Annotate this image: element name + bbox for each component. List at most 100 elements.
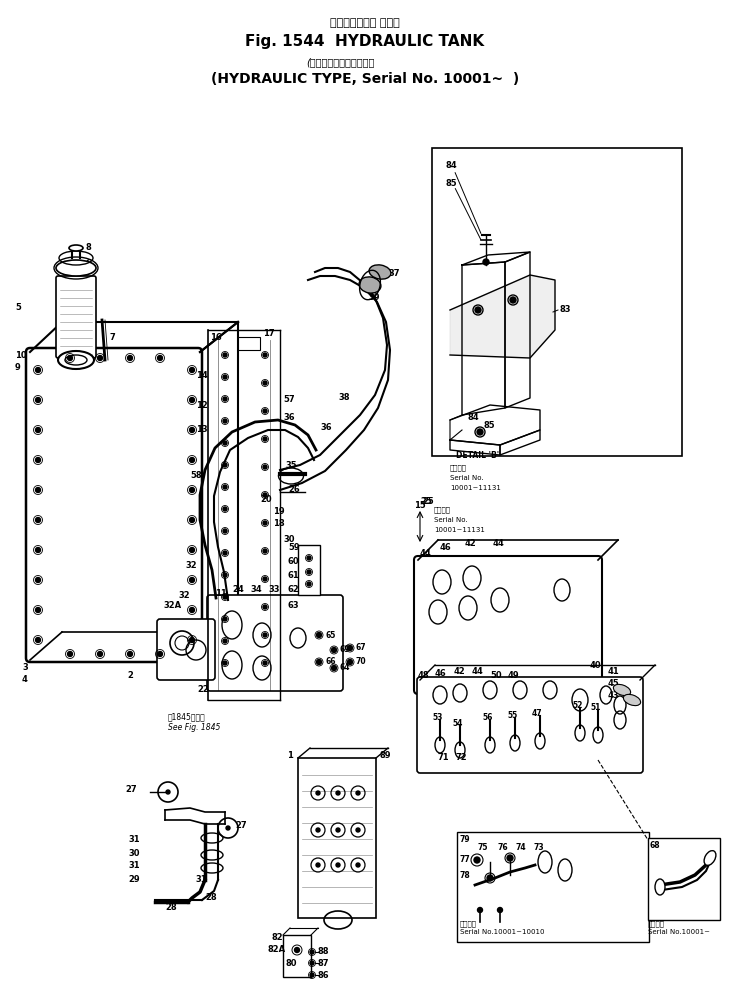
Text: 41: 41 (608, 668, 620, 676)
Text: 39: 39 (368, 294, 380, 302)
Circle shape (474, 857, 480, 863)
FancyBboxPatch shape (56, 276, 96, 358)
Text: 32: 32 (185, 560, 196, 570)
Circle shape (36, 428, 40, 432)
Circle shape (307, 556, 311, 560)
Text: 29: 29 (128, 874, 139, 884)
Text: 46: 46 (440, 542, 452, 552)
Circle shape (263, 409, 267, 413)
Text: 68: 68 (650, 842, 661, 850)
Circle shape (223, 551, 227, 555)
Circle shape (226, 826, 230, 830)
Text: 85: 85 (445, 178, 457, 188)
Circle shape (98, 652, 102, 656)
Circle shape (263, 549, 267, 553)
Ellipse shape (58, 351, 94, 369)
Ellipse shape (369, 265, 391, 279)
Text: 32: 32 (178, 591, 190, 600)
Text: 5: 5 (15, 304, 21, 312)
Text: 19: 19 (273, 508, 285, 516)
Text: 88: 88 (318, 948, 329, 956)
Text: 6: 6 (85, 258, 91, 267)
FancyBboxPatch shape (207, 595, 343, 691)
Circle shape (223, 419, 227, 423)
Text: 適用番号: 適用番号 (434, 507, 451, 513)
Text: 34: 34 (250, 585, 261, 594)
Circle shape (190, 397, 194, 402)
Text: 10001~11131: 10001~11131 (450, 485, 501, 491)
Circle shape (356, 863, 360, 867)
Text: 64: 64 (340, 664, 350, 672)
Text: 35: 35 (285, 460, 296, 470)
Circle shape (483, 259, 489, 265)
Text: 72: 72 (455, 752, 466, 762)
Text: 87: 87 (318, 958, 329, 968)
Text: 43: 43 (608, 692, 620, 700)
Text: 25: 25 (422, 497, 434, 506)
Circle shape (331, 648, 337, 652)
Circle shape (36, 488, 40, 492)
Circle shape (67, 356, 72, 360)
Ellipse shape (655, 879, 665, 895)
Circle shape (263, 577, 267, 581)
Circle shape (166, 790, 170, 794)
Circle shape (336, 863, 340, 867)
Circle shape (356, 791, 360, 795)
Text: 28: 28 (205, 894, 217, 902)
Text: 79: 79 (460, 836, 471, 844)
Text: 71: 71 (438, 752, 450, 762)
Text: 22: 22 (197, 686, 209, 694)
Ellipse shape (623, 694, 641, 706)
Text: 38: 38 (338, 393, 350, 402)
Circle shape (487, 875, 493, 881)
Circle shape (36, 458, 40, 462)
Bar (457, 832, 649, 942)
Text: 42: 42 (465, 540, 477, 548)
Circle shape (263, 521, 267, 525)
Circle shape (36, 638, 40, 643)
Circle shape (36, 607, 40, 612)
Text: Fig. 1544  HYDRAULIC TANK: Fig. 1544 HYDRAULIC TANK (245, 34, 485, 49)
Text: 26: 26 (288, 486, 300, 494)
Circle shape (263, 437, 267, 441)
Circle shape (190, 428, 194, 432)
Text: 36: 36 (283, 414, 295, 422)
Circle shape (310, 973, 314, 977)
Text: 図1845図参照: 図1845図参照 (168, 712, 206, 722)
Text: 10001~11131: 10001~11131 (434, 527, 485, 533)
FancyBboxPatch shape (157, 619, 215, 680)
Circle shape (336, 828, 340, 832)
Text: 31: 31 (128, 836, 139, 844)
Circle shape (98, 356, 102, 360)
Text: 47: 47 (532, 710, 542, 718)
Circle shape (263, 381, 267, 385)
Circle shape (307, 582, 311, 586)
Ellipse shape (56, 260, 96, 276)
Text: 60: 60 (288, 558, 299, 566)
Circle shape (36, 367, 40, 372)
Circle shape (310, 961, 314, 965)
Text: 36: 36 (320, 424, 331, 432)
Circle shape (223, 573, 227, 577)
Text: 30: 30 (283, 536, 294, 544)
Text: (油　　圧　式、適用号機: (油 圧 式、適用号機 (306, 57, 374, 67)
Text: 2: 2 (127, 672, 133, 680)
Text: 78: 78 (460, 870, 471, 880)
Circle shape (190, 488, 194, 492)
Circle shape (263, 465, 267, 469)
Circle shape (475, 307, 481, 313)
Ellipse shape (69, 245, 83, 251)
Circle shape (263, 493, 267, 497)
Text: 25: 25 (420, 497, 431, 506)
Circle shape (128, 356, 133, 360)
Circle shape (190, 518, 194, 522)
Text: Serial No.: Serial No. (450, 475, 483, 481)
Circle shape (223, 375, 227, 379)
Text: 57: 57 (283, 395, 295, 404)
Text: 89: 89 (380, 752, 391, 760)
Text: 15: 15 (414, 500, 426, 510)
Text: 11: 11 (215, 589, 227, 598)
Circle shape (223, 441, 227, 445)
Text: 73: 73 (534, 842, 545, 852)
Circle shape (310, 950, 314, 954)
